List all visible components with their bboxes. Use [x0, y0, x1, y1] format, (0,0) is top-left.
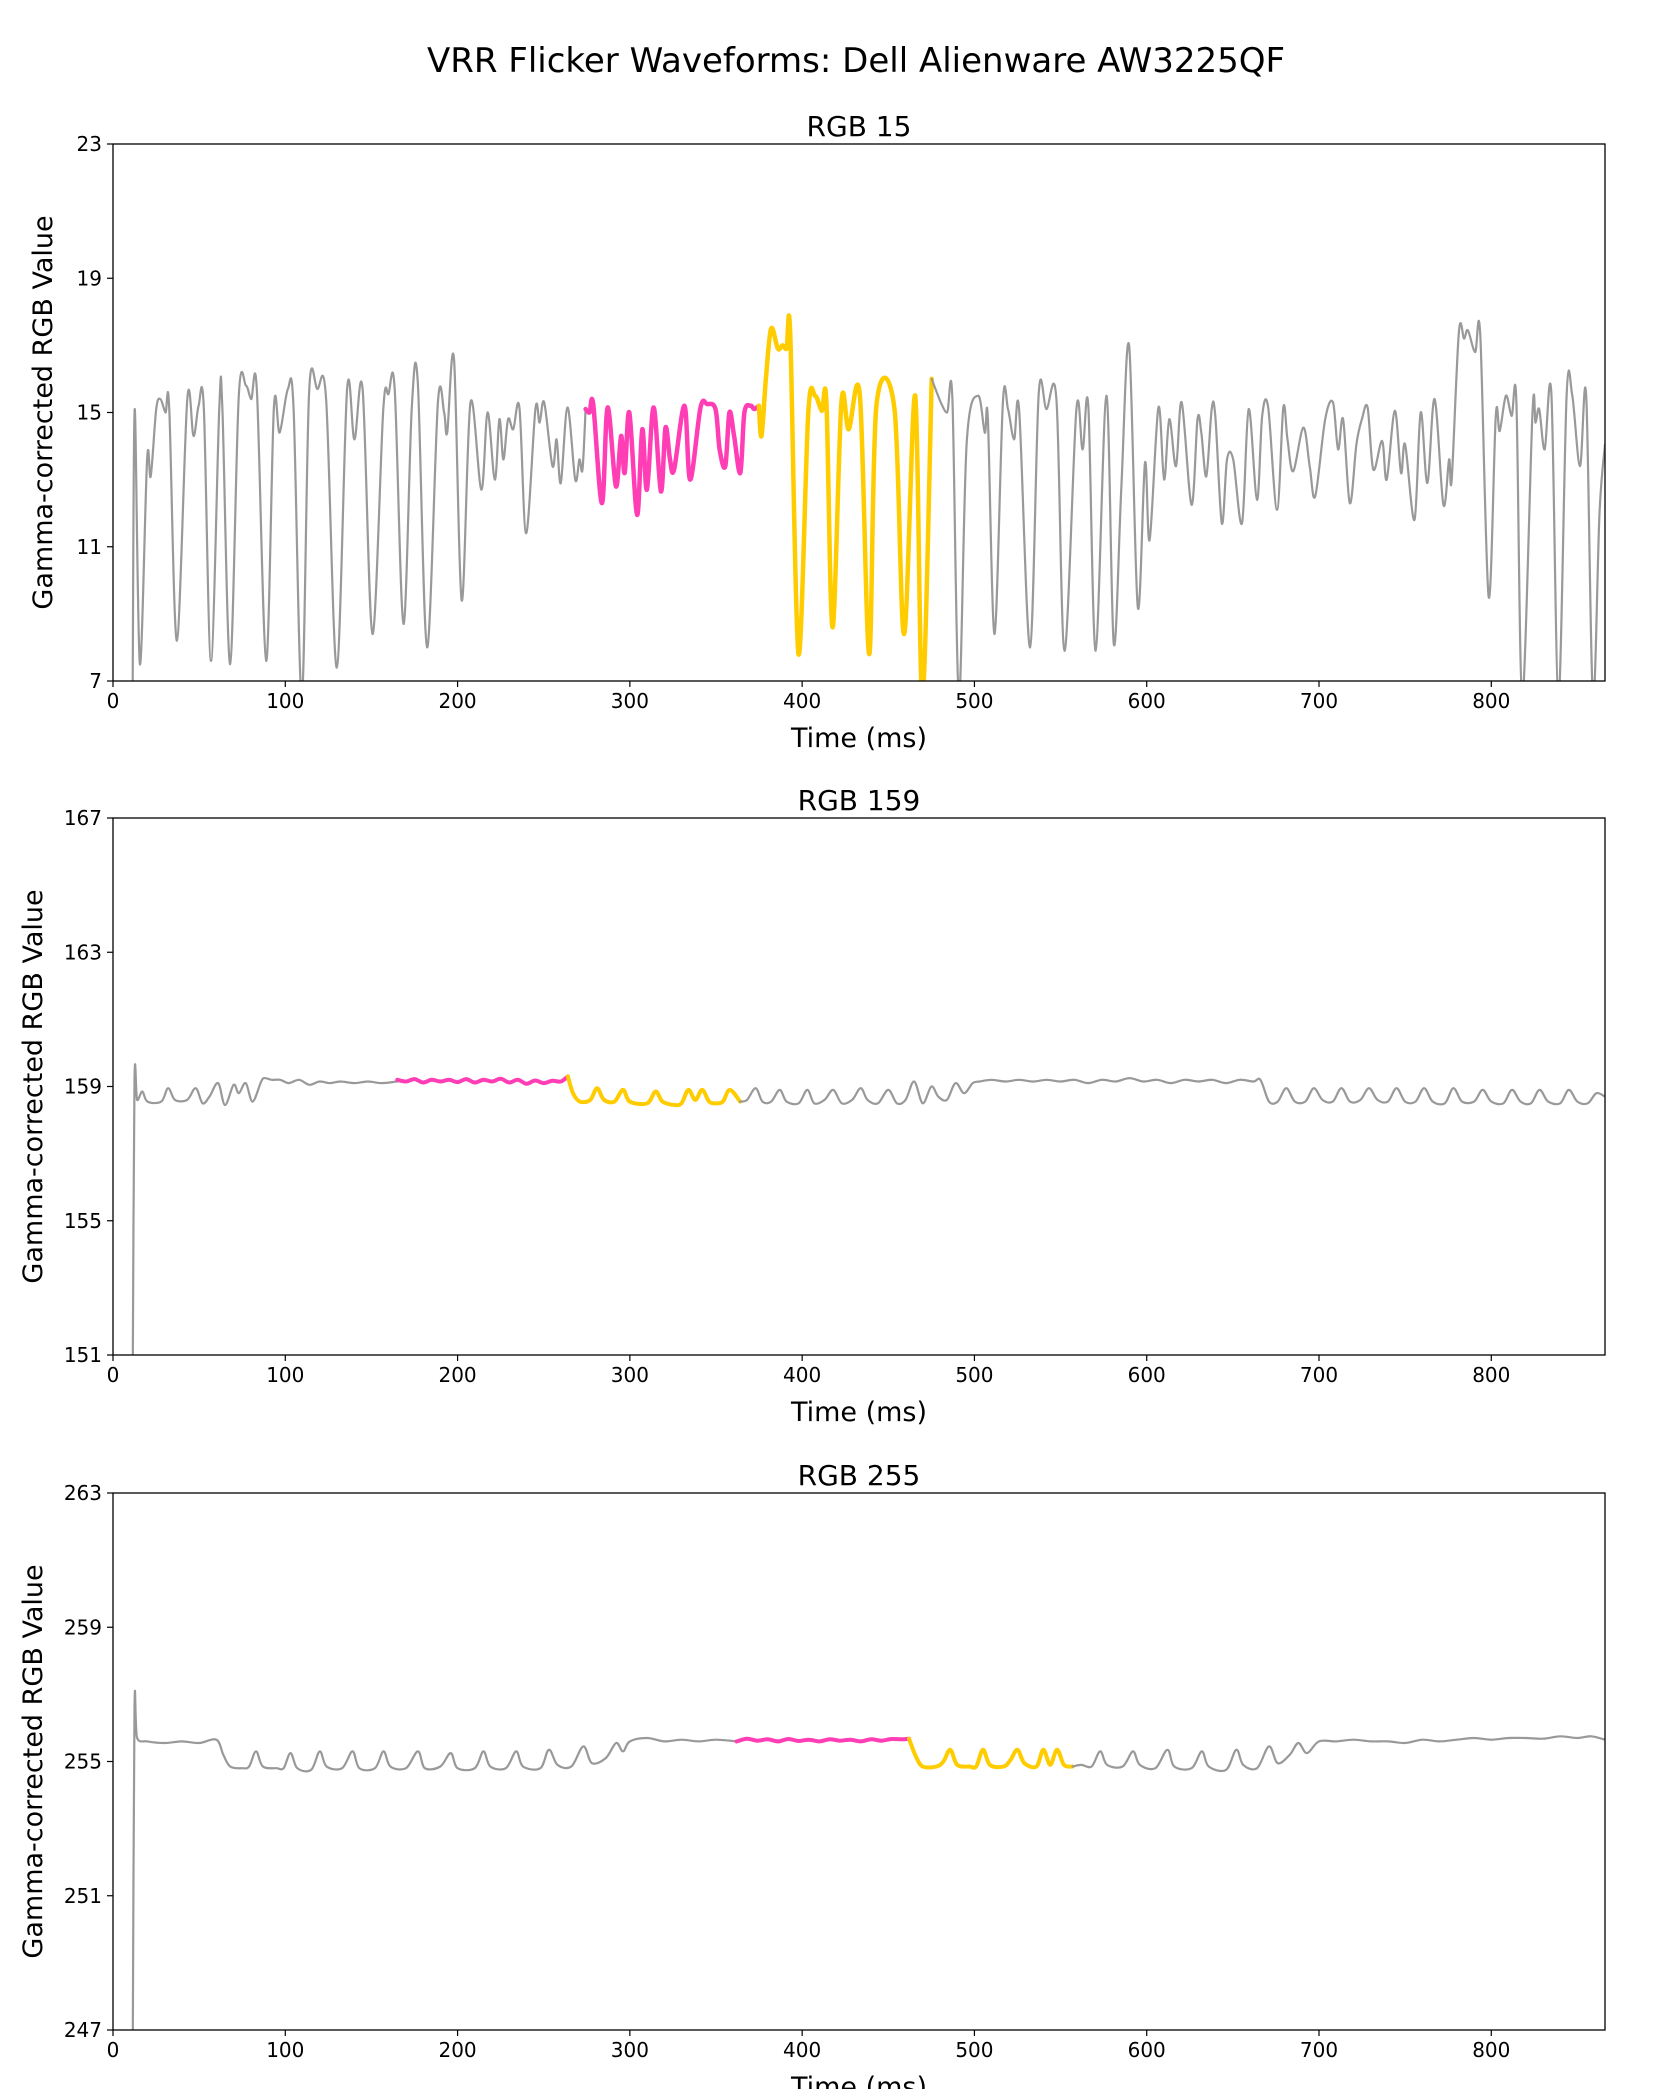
series-group: [131, 1063, 1605, 1355]
y-tick-label: 263: [64, 1481, 102, 1505]
x-tick-label: 800: [1472, 2038, 1510, 2062]
subplot-title: RGB 15: [807, 110, 912, 143]
series-line-baseline: [131, 352, 587, 681]
x-tick-label: 100: [266, 1363, 304, 1387]
x-tick-label: 700: [1300, 1363, 1338, 1387]
x-tick-label: 300: [611, 1363, 649, 1387]
x-tick-label: 300: [611, 2038, 649, 2062]
x-axis-label: Time (ms): [790, 723, 927, 754]
y-tick-label: 15: [77, 401, 102, 425]
x-tick-label: 400: [783, 1363, 821, 1387]
x-tick-label: 400: [783, 2038, 821, 2062]
y-tick-label: 19: [77, 266, 102, 290]
y-tick-label: 7: [89, 669, 102, 693]
x-tick-label: 0: [107, 689, 120, 713]
series-group: [131, 1689, 1605, 2030]
y-tick-label: 155: [64, 1209, 102, 1233]
y-tick-label: 251: [64, 1884, 102, 1908]
y-tick-label: 151: [64, 1343, 102, 1367]
series-line-highlight_b: [756, 313, 934, 681]
series-line-highlight_a: [395, 1074, 570, 1086]
x-tick-label: 0: [107, 2038, 120, 2062]
subplot-1: RGB 159 0 100 200 300 400 500 600 700 800 151 155 15…: [18, 784, 1606, 1428]
series-line-highlight_b: [907, 1736, 1075, 1770]
y-tick-label: 247: [64, 2018, 102, 2042]
y-tick-label: 23: [77, 132, 102, 156]
y-axis-label: Gamma-corrected RGB Value: [18, 1564, 49, 1958]
x-tick-label: 600: [1128, 1363, 1166, 1387]
y-tick-label: 159: [64, 1075, 102, 1099]
y-tick-label: 255: [64, 1750, 102, 1774]
x-tick-label: 100: [266, 689, 304, 713]
x-tick-label: 200: [438, 2038, 476, 2062]
x-tick-label: 500: [955, 689, 993, 713]
subplot-title: RGB 255: [798, 1459, 921, 1492]
series-line-highlight_a: [734, 1736, 911, 1744]
x-tick-label: 800: [1472, 1363, 1510, 1387]
x-tick-label: 100: [266, 2038, 304, 2062]
plot-frame: [112, 1492, 1606, 2031]
y-axis-label: Gamma-corrected RGB Value: [18, 889, 49, 1283]
series-line-baseline: [930, 319, 1605, 681]
x-tick-label: 400: [783, 689, 821, 713]
y-tick-label: 163: [64, 940, 102, 964]
x-tick-label: 200: [438, 1363, 476, 1387]
series-line-highlight_b: [565, 1074, 743, 1108]
subplot-0: RGB 15 0 100 200 300 400 500 600 700 800 7 11 15 19 23…: [28, 110, 1606, 754]
y-tick-label: 11: [77, 535, 102, 559]
x-axis-label: Time (ms): [790, 2072, 927, 2089]
series-line-highlight_a: [583, 396, 762, 518]
x-tick-label: 500: [955, 2038, 993, 2062]
series-group: [131, 313, 1605, 681]
x-tick-label: 700: [1300, 2038, 1338, 2062]
series-line-baseline: [1071, 1735, 1605, 1773]
subplot-2: RGB 255 0 100 200 300 400 500 600 700 800 247 251 25…: [18, 1459, 1606, 2089]
y-tick-label: 259: [64, 1615, 102, 1639]
y-axis-label: Gamma-corrected RGB Value: [28, 215, 59, 609]
x-tick-label: 800: [1472, 689, 1510, 713]
series-line-baseline: [131, 1063, 399, 1355]
series-line-baseline: [131, 1689, 738, 2030]
plot-frame: [112, 817, 1606, 1356]
subplot-title: RGB 159: [798, 784, 921, 817]
x-tick-label: 500: [955, 1363, 993, 1387]
x-axis-label: Time (ms): [790, 1397, 927, 1428]
figure-title: VRR Flicker Waveforms: Dell Alienware AW…: [427, 41, 1285, 81]
series-line-baseline: [739, 1077, 1605, 1106]
y-tick-label: 167: [64, 806, 102, 830]
x-tick-label: 700: [1300, 689, 1338, 713]
x-tick-label: 600: [1128, 2038, 1166, 2062]
x-tick-label: 0: [107, 1363, 120, 1387]
x-tick-label: 300: [611, 689, 649, 713]
x-tick-label: 200: [438, 689, 476, 713]
x-tick-label: 600: [1128, 689, 1166, 713]
